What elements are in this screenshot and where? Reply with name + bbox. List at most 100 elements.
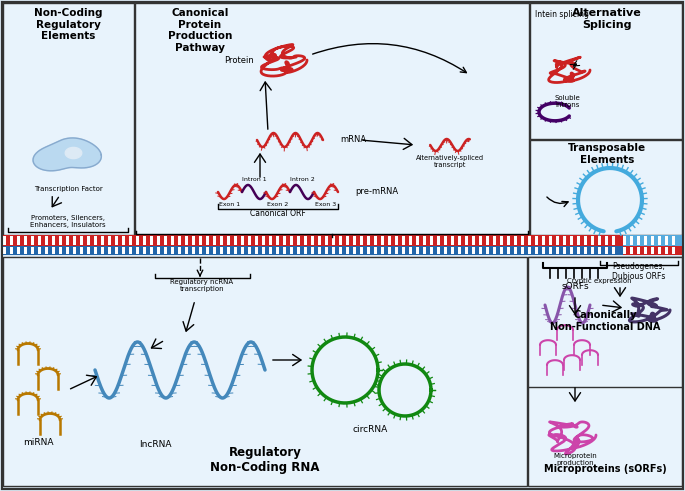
Bar (486, 236, 489, 245)
Bar (598, 236, 601, 245)
Bar (570, 236, 573, 245)
Bar (658, 247, 661, 254)
Bar (381, 247, 384, 254)
Bar (52, 247, 55, 254)
Text: Protein: Protein (224, 55, 254, 64)
Bar (395, 236, 398, 245)
Bar (651, 247, 654, 254)
Bar (623, 235, 683, 246)
Bar (630, 236, 633, 245)
Bar (486, 247, 489, 254)
Text: Intron 2: Intron 2 (290, 177, 314, 182)
Bar (185, 236, 188, 245)
Text: Microproteins (sORFs): Microproteins (sORFs) (544, 464, 667, 474)
Bar (38, 247, 41, 254)
Text: Microprotein
production: Microprotein production (553, 453, 597, 466)
Bar (283, 236, 286, 245)
Bar (52, 236, 55, 245)
Bar (122, 247, 125, 254)
Text: Canonical
Protein
Production
Pathway: Canonical Protein Production Pathway (168, 8, 232, 53)
Polygon shape (33, 138, 101, 171)
Polygon shape (65, 147, 82, 159)
Bar (507, 247, 510, 254)
Bar (143, 247, 146, 254)
Bar (528, 236, 531, 245)
Bar (665, 236, 668, 245)
Bar (665, 247, 668, 254)
Text: lncRNA: lncRNA (139, 440, 171, 449)
Bar (409, 247, 412, 254)
Bar (374, 247, 377, 254)
Bar (94, 236, 97, 245)
Bar (157, 236, 160, 245)
Bar (101, 247, 104, 254)
Bar (549, 247, 552, 254)
Bar (241, 236, 244, 245)
Bar (59, 247, 62, 254)
Bar (360, 247, 363, 254)
Bar (318, 236, 321, 245)
Bar (623, 246, 683, 255)
Text: Regulatory ncRNA
transcription: Regulatory ncRNA transcription (171, 279, 234, 292)
Bar (248, 247, 251, 254)
Bar (290, 247, 293, 254)
Text: pre-mRNA: pre-mRNA (355, 188, 398, 196)
Bar (206, 236, 209, 245)
Bar (192, 236, 195, 245)
Text: Alternatively-spliced
transcript: Alternatively-spliced transcript (416, 155, 484, 168)
Text: Alternative
Splicing: Alternative Splicing (572, 8, 642, 29)
Bar (157, 247, 160, 254)
Bar (360, 236, 363, 245)
Bar (458, 247, 461, 254)
Text: Exon 2: Exon 2 (267, 202, 288, 207)
Bar (297, 247, 300, 254)
Bar (87, 247, 90, 254)
Bar (248, 236, 251, 245)
Bar (108, 247, 111, 254)
Bar (353, 247, 356, 254)
Bar (164, 247, 167, 254)
Bar (437, 247, 440, 254)
Bar (507, 236, 510, 245)
Bar (598, 247, 601, 254)
Text: Non-Coding
Regulatory
Elements: Non-Coding Regulatory Elements (34, 8, 102, 41)
Bar (374, 236, 377, 245)
Bar (500, 236, 503, 245)
Bar (577, 236, 580, 245)
Bar (283, 247, 286, 254)
Bar (591, 236, 594, 245)
Bar (416, 247, 419, 254)
Bar (500, 247, 503, 254)
Text: Canonical ORF: Canonical ORF (250, 209, 306, 218)
Bar (353, 236, 356, 245)
Bar (658, 236, 661, 245)
Bar (136, 236, 139, 245)
Bar (605, 247, 608, 254)
Bar (514, 236, 517, 245)
Bar (332, 236, 335, 245)
Bar (451, 236, 454, 245)
Bar (3, 3, 134, 235)
Bar (409, 236, 412, 245)
Bar (234, 236, 237, 245)
Bar (644, 247, 647, 254)
Bar (630, 247, 633, 254)
Bar (644, 236, 647, 245)
Bar (563, 236, 566, 245)
Bar (171, 236, 174, 245)
Text: Pseudogenes,
Dubious ORFs: Pseudogenes, Dubious ORFs (612, 262, 666, 281)
Bar (185, 247, 188, 254)
Bar (479, 236, 482, 245)
Bar (3, 247, 6, 254)
Bar (570, 247, 573, 254)
Bar (367, 247, 370, 254)
Bar (241, 247, 244, 254)
Text: Intein splicing: Intein splicing (535, 10, 589, 19)
Bar (220, 236, 223, 245)
Bar (276, 236, 279, 245)
Bar (535, 236, 538, 245)
Bar (115, 247, 118, 254)
Text: Exon 3: Exon 3 (315, 202, 336, 207)
Bar (297, 236, 300, 245)
Bar (80, 236, 83, 245)
